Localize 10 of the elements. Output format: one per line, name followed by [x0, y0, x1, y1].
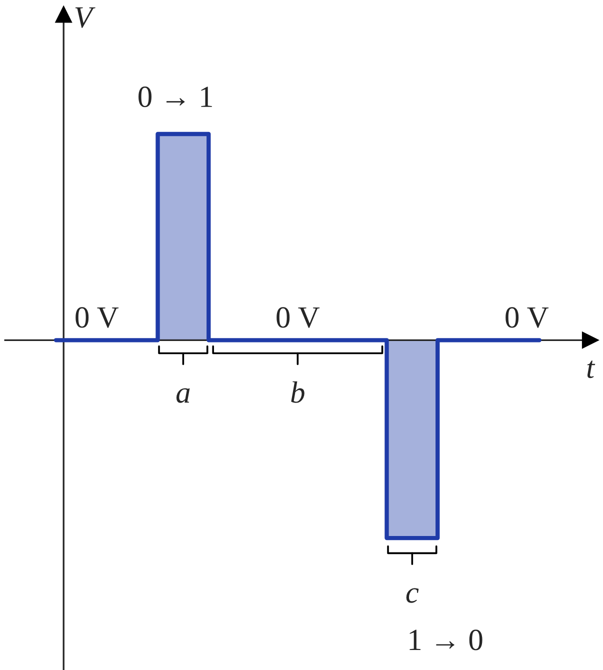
text: 1 → 0	[410, 630, 482, 650]
text: c	[406, 588, 419, 603]
annotation: a	[176, 388, 190, 403]
y-axis-title: V	[75, 7, 96, 28]
annotation: 0 V	[276, 307, 320, 328]
annotation: b	[291, 381, 304, 403]
text: 0 → 1	[138, 86, 212, 108]
x-axis-title: t	[587, 360, 596, 378]
annotation: 0 V	[76, 307, 119, 328]
annotation: 0 V	[506, 307, 549, 328]
